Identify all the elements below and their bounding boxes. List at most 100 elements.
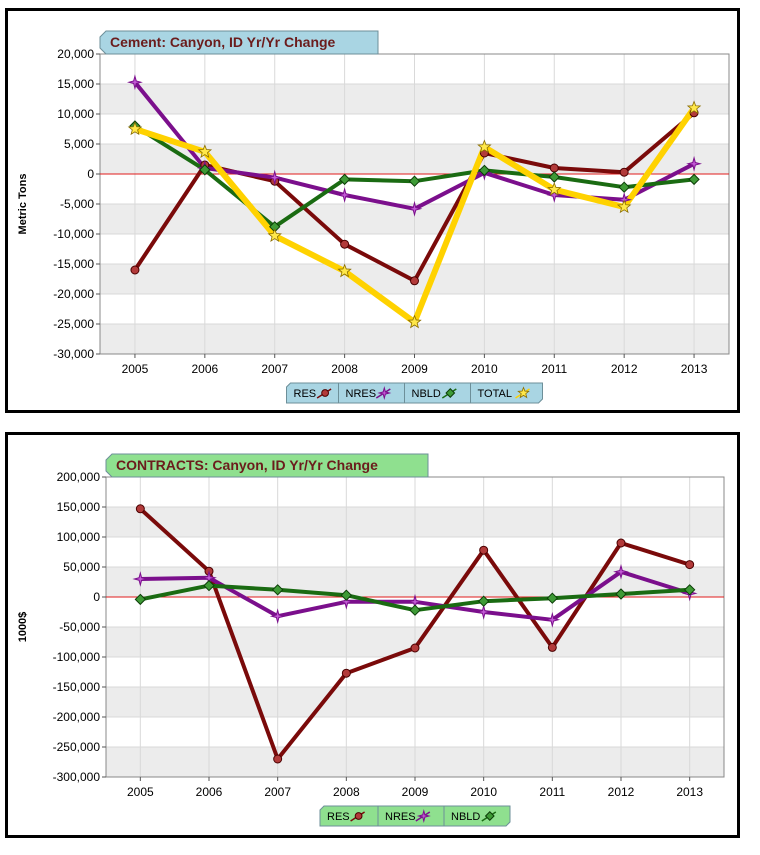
- y-tick-label: -50,000: [59, 620, 100, 634]
- y-tick-label: 50,000: [63, 560, 100, 574]
- legend-item-nres: NRES: [377, 806, 431, 826]
- series-markers: [132, 504, 698, 764]
- legend-marker-nbld: [445, 388, 456, 398]
- data-point-nbld: [477, 595, 490, 607]
- x-tick-label: 2010: [471, 362, 498, 376]
- x-tick-label: 2013: [676, 785, 703, 799]
- data-point-nres: [127, 74, 143, 91]
- legend: RES NRES NBLD TOTAL: [286, 382, 543, 404]
- y-tick-label: -15,000: [53, 257, 94, 271]
- x-tick-label: 2012: [611, 362, 638, 376]
- legend-label: NRES: [385, 811, 416, 823]
- y-axis-label: Metric Tons: [17, 174, 29, 235]
- y-tick-label: 150,000: [57, 500, 101, 514]
- contracts-chart: -300,000 -250,000 -200,000 -150,000 -100,000…: [17, 453, 725, 827]
- data-point-res: [549, 163, 559, 173]
- data-point-nres: [336, 187, 353, 203]
- x-tick-label: 2008: [331, 362, 358, 376]
- data-point-nres: [269, 608, 286, 625]
- y-tick-label: 5,000: [64, 137, 94, 151]
- data-point-nbld: [546, 592, 559, 604]
- data-point-total: [616, 199, 632, 214]
- x-tick-label: 2010: [470, 785, 497, 799]
- legend-marker-nres: [377, 385, 392, 401]
- y-tick-label: -150,000: [53, 680, 101, 694]
- y-tick-label: -250,000: [53, 740, 101, 754]
- data-point-nres: [266, 169, 283, 186]
- y-tick-label: 20,000: [57, 47, 94, 61]
- legend: RES NRES NBLD: [319, 805, 511, 827]
- data-point-nres: [613, 563, 629, 580]
- y-tick-label: -300,000: [53, 770, 101, 784]
- data-point-total: [197, 144, 213, 158]
- y-tick-label: 10,000: [57, 107, 94, 121]
- x-tick-label: 2007: [261, 362, 288, 376]
- y-tick-label: 0: [87, 167, 94, 181]
- data-point-nbld: [548, 171, 560, 183]
- x-tick-label: 2007: [264, 785, 291, 799]
- chart-title-tab: [105, 453, 429, 478]
- data-point-total: [686, 100, 702, 115]
- data-point-res: [619, 167, 629, 177]
- data-point-nbld: [618, 181, 630, 193]
- data-point-res: [547, 642, 557, 652]
- data-point-res: [341, 668, 351, 678]
- y-tick-label: -200,000: [53, 710, 101, 724]
- x-tick-label: 2009: [401, 362, 428, 376]
- legend-marker-nbld: [484, 811, 495, 821]
- y-axis-label: 1000$: [17, 612, 29, 643]
- data-point-res: [273, 754, 283, 764]
- series-markers: [127, 74, 702, 329]
- chart-panel-contracts: -300,000 -250,000 -200,000 -150,000 -100,000…: [5, 432, 740, 838]
- chart-title: CONTRACTS: Canyon, ID Yr/Yr Change: [116, 457, 378, 473]
- data-point-res: [479, 545, 489, 555]
- data-point-res: [135, 504, 145, 514]
- legend-item-res: RES: [327, 811, 366, 823]
- x-tick-label: 2013: [681, 362, 708, 376]
- data-point-total: [477, 139, 492, 154]
- data-point-nres: [475, 604, 492, 620]
- x-tick-label: 2005: [127, 785, 154, 799]
- chart-panel-cement: -30,000 -25,000 -20,000 -15,000 -10,000 -5,00…: [5, 8, 740, 413]
- y-tick-label: -30,000: [53, 347, 94, 361]
- data-point-nres: [338, 593, 355, 610]
- legend-marker-nres: [416, 808, 431, 824]
- x-tick-label: 2006: [191, 362, 218, 376]
- y-tick-label: -10,000: [53, 227, 94, 241]
- y-tick-label: 0: [93, 590, 100, 604]
- y-tick-label: -20,000: [53, 287, 94, 301]
- data-point-nbld: [199, 164, 211, 176]
- data-point-total: [127, 121, 143, 136]
- y-tick-label: 15,000: [57, 77, 94, 91]
- data-point-nbld: [203, 579, 215, 592]
- chart-title-tab: [99, 30, 379, 55]
- cement-chart: -30,000 -25,000 -20,000 -15,000 -10,000 -5,00…: [17, 30, 730, 404]
- legend-label: NRES: [346, 388, 377, 400]
- data-point-total: [407, 314, 422, 329]
- legend-item-nbld: NBLD: [404, 383, 457, 403]
- data-point-res: [130, 265, 140, 275]
- legend-marker-res: [321, 389, 330, 397]
- data-point-nbld: [478, 164, 491, 177]
- x-tick-label: 2008: [333, 785, 360, 799]
- x-tick-label: 2011: [541, 362, 567, 376]
- data-point-nbld: [688, 173, 700, 186]
- data-point-total: [337, 263, 352, 278]
- data-point-res: [410, 643, 420, 653]
- data-point-nbld: [271, 584, 284, 596]
- x-tick-label: 2011: [539, 785, 565, 799]
- data-point-nbld: [615, 588, 627, 600]
- legend-label: TOTAL: [478, 388, 512, 400]
- legend-label: NBLD: [451, 811, 480, 823]
- data-point-nbld: [340, 589, 353, 601]
- data-point-total: [267, 228, 282, 242]
- data-point-nres: [132, 571, 149, 587]
- data-point-res: [685, 560, 695, 570]
- data-point-res: [616, 538, 626, 548]
- data-point-nbld: [408, 175, 421, 187]
- y-tick-label: -5,000: [60, 197, 94, 211]
- legend-item-nres: NRES: [338, 383, 392, 403]
- x-tick-label: 2012: [608, 785, 635, 799]
- legend-label: NBLD: [412, 388, 441, 400]
- legend-item-res: RES: [294, 388, 332, 400]
